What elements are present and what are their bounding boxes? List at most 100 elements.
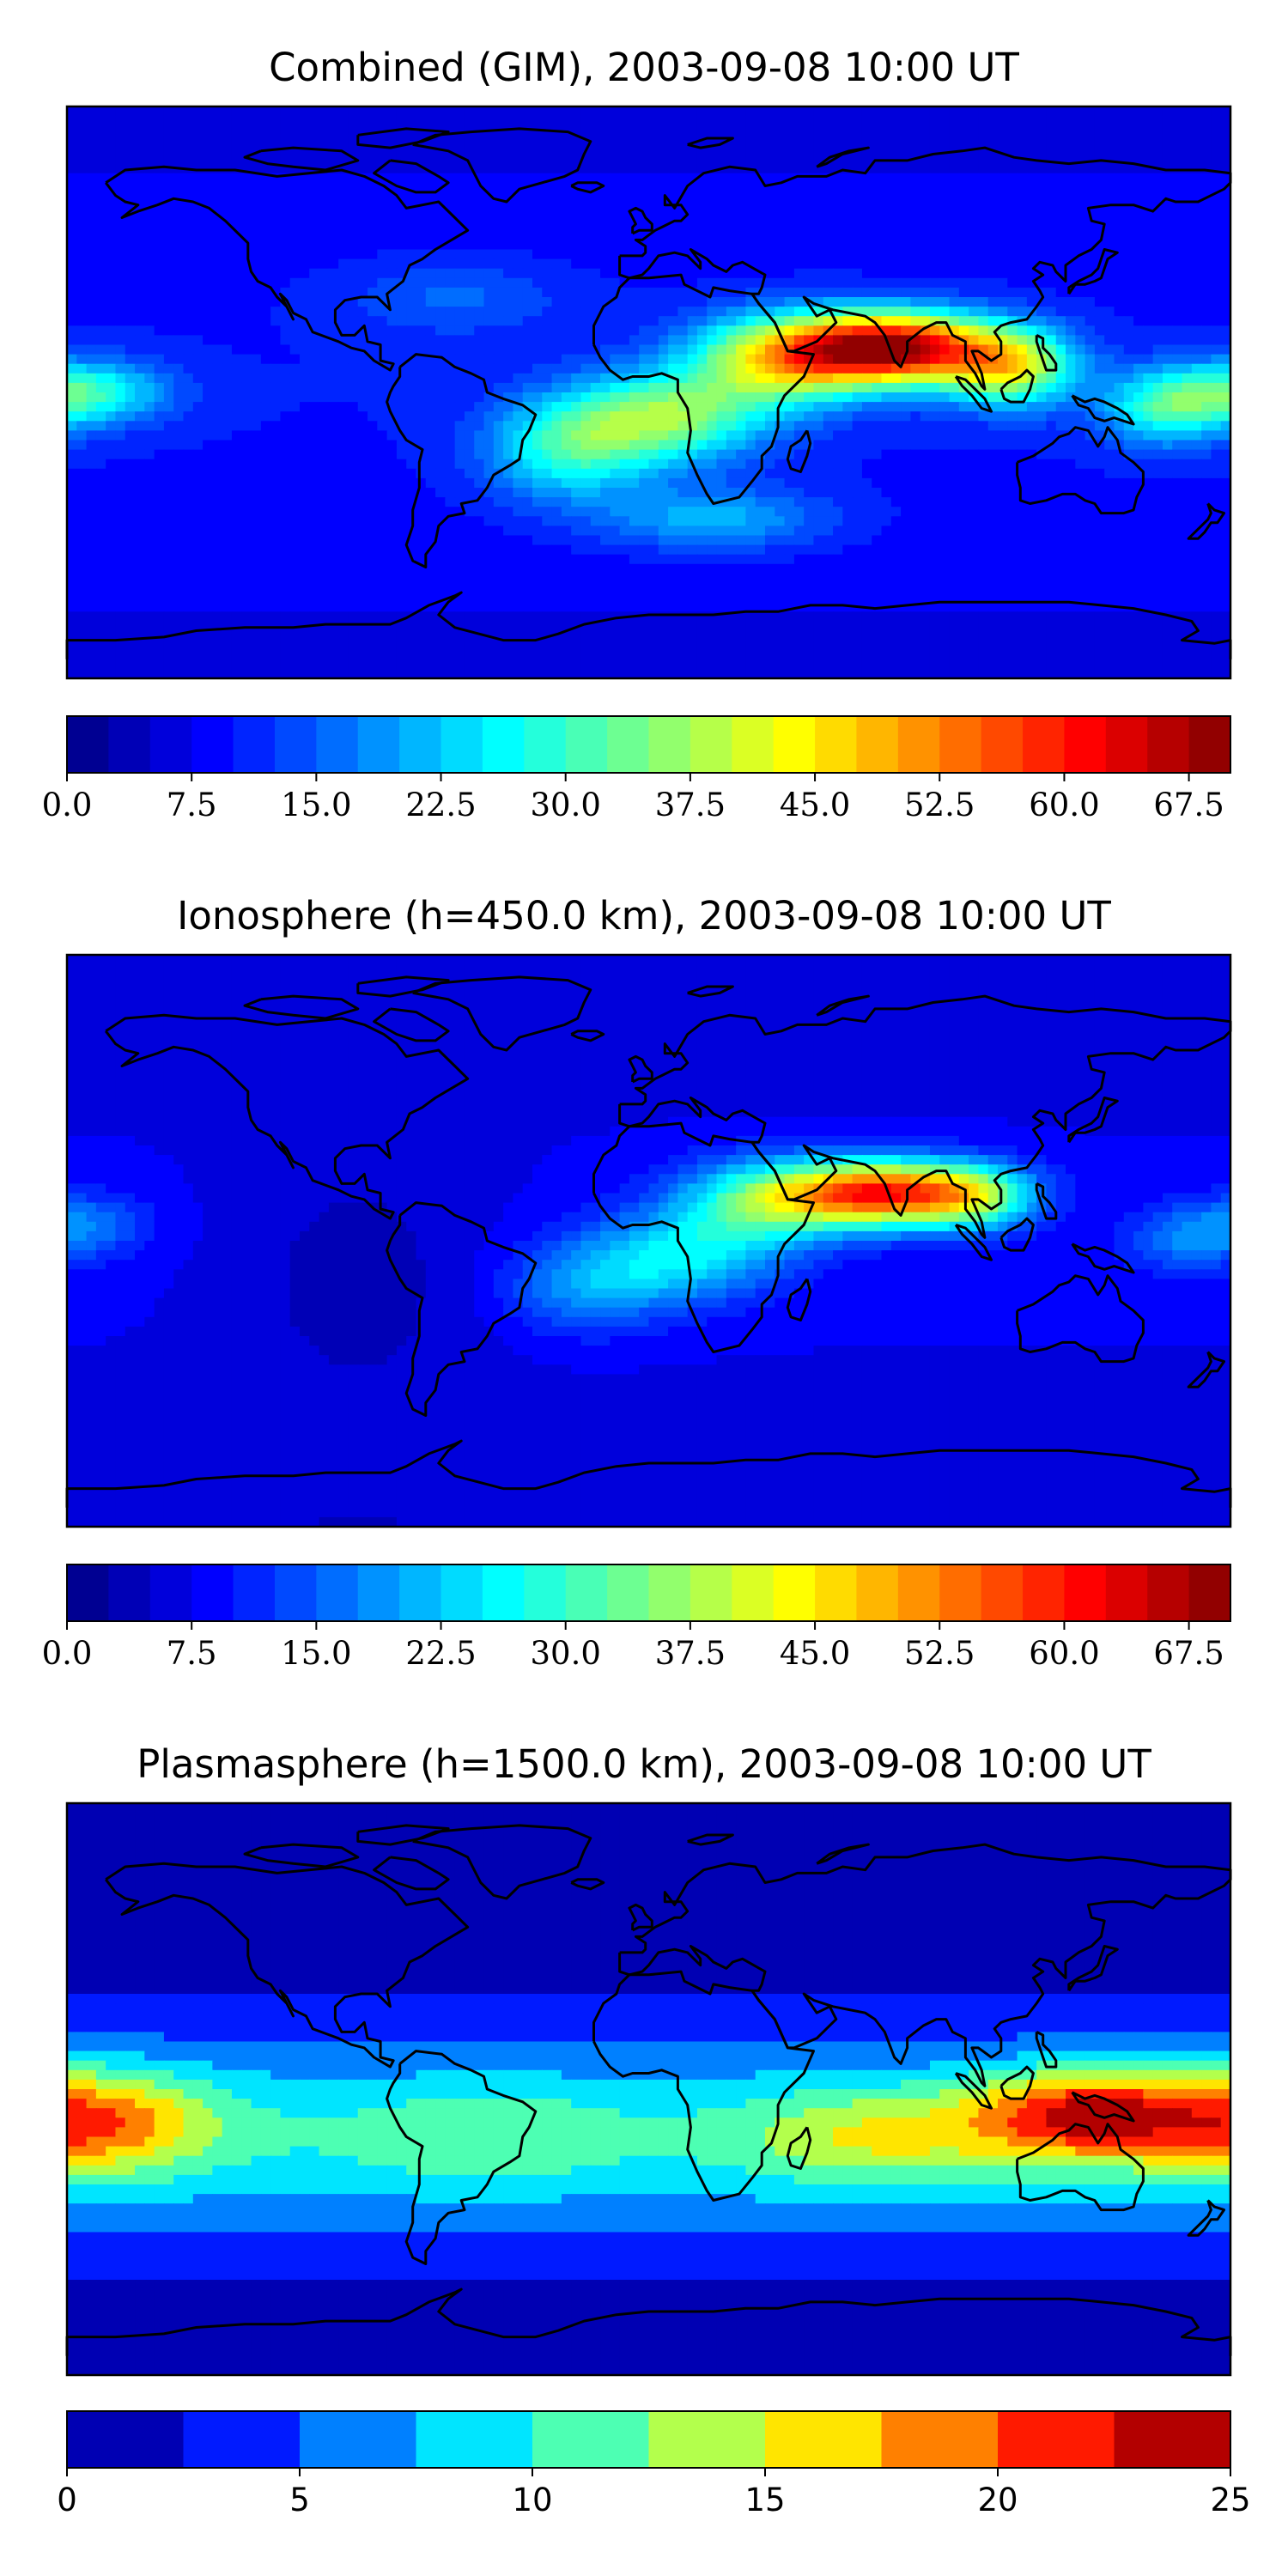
field-cell [561, 287, 572, 298]
field-cell [309, 440, 320, 451]
field-cell [987, 344, 999, 355]
field-cell [949, 488, 960, 498]
field-cell [629, 173, 640, 184]
field-cell [1201, 325, 1212, 336]
field-cell [1220, 277, 1231, 289]
field-cell [813, 449, 824, 460]
field-cell [183, 240, 194, 251]
field-cell [1143, 402, 1154, 412]
field-cell [203, 240, 213, 251]
field-cell [765, 373, 775, 384]
field-cell [978, 191, 989, 203]
field-cell [696, 202, 708, 212]
field-cell [881, 230, 892, 240]
field-cell [1036, 230, 1048, 240]
field-cell [842, 106, 854, 117]
field-cell [1007, 488, 1018, 498]
field-cell [1094, 163, 1105, 174]
field-cell [522, 382, 533, 393]
field-cell [1162, 211, 1173, 222]
field-cell [793, 449, 805, 460]
field-cell [765, 144, 775, 155]
field-cell [910, 325, 921, 336]
field-cell [648, 106, 659, 117]
field-cell [1104, 240, 1115, 251]
field-cell [1191, 249, 1202, 260]
field-cell [571, 402, 582, 412]
field-cell [551, 249, 562, 260]
field-cell [251, 421, 262, 431]
field-cell [328, 268, 339, 279]
field-cell [901, 182, 911, 193]
field-cell [619, 230, 630, 240]
field-cell [852, 382, 863, 393]
field-cell [309, 430, 320, 441]
field-cell [241, 468, 252, 479]
field-cell [280, 287, 291, 298]
field-cell [939, 182, 951, 193]
field-cell [309, 411, 320, 422]
field-cell [67, 211, 77, 222]
field-cell [435, 477, 446, 489]
field-cell [1017, 221, 1028, 231]
field-cell [377, 497, 388, 507]
field-cell [368, 297, 378, 307]
field-cell [687, 173, 698, 184]
field-cell [755, 468, 766, 479]
field-cell [67, 497, 77, 507]
field-cell [76, 363, 88, 374]
field-cell [154, 106, 165, 117]
field-cell [270, 468, 282, 479]
field-cell [784, 125, 795, 136]
field-cell [881, 449, 892, 460]
field-cell [1143, 382, 1154, 393]
field-cell [736, 373, 747, 384]
field-cell [1152, 459, 1163, 470]
field-cell [745, 116, 756, 126]
field-cell [1104, 488, 1115, 498]
field-cell [1026, 106, 1037, 117]
field-cell [115, 344, 126, 355]
field-cell [338, 402, 349, 412]
field-cell [1017, 363, 1028, 374]
field-cell [1211, 182, 1222, 193]
field-cell [872, 297, 883, 307]
field-cell [1007, 240, 1018, 251]
field-cell [1026, 249, 1037, 260]
field-cell [493, 135, 504, 145]
field-cell [978, 211, 989, 222]
field-cell [775, 287, 786, 298]
field-cell [1182, 392, 1193, 403]
field-cell [677, 363, 689, 374]
field-cell [726, 268, 737, 279]
field-cell [212, 497, 223, 507]
field-cell [1007, 268, 1018, 279]
field-cell [590, 297, 601, 307]
field-cell [396, 202, 407, 212]
field-cell [513, 125, 524, 136]
field-cell [464, 135, 475, 145]
field-cell [474, 316, 485, 326]
field-cell [115, 106, 126, 117]
field-cell [503, 230, 514, 240]
field-cell [1211, 468, 1222, 479]
field-cell [1104, 477, 1115, 489]
field-cell [368, 173, 378, 184]
field-cell [707, 221, 718, 231]
field-cell [192, 459, 204, 470]
field-cell [76, 240, 88, 251]
field-cell [998, 421, 1008, 431]
field-cell [1055, 268, 1066, 279]
field-cell [532, 402, 543, 412]
field-cell [1084, 335, 1096, 346]
field-cell [260, 468, 271, 479]
field-cell [1036, 440, 1048, 451]
field-cell [1046, 459, 1057, 470]
field-cell [1055, 191, 1066, 203]
field-cell [696, 297, 708, 307]
field-cell [348, 258, 359, 270]
field-cell [755, 316, 766, 326]
field-cell [561, 363, 572, 374]
field-cell [707, 382, 718, 393]
field-cell [493, 230, 504, 240]
